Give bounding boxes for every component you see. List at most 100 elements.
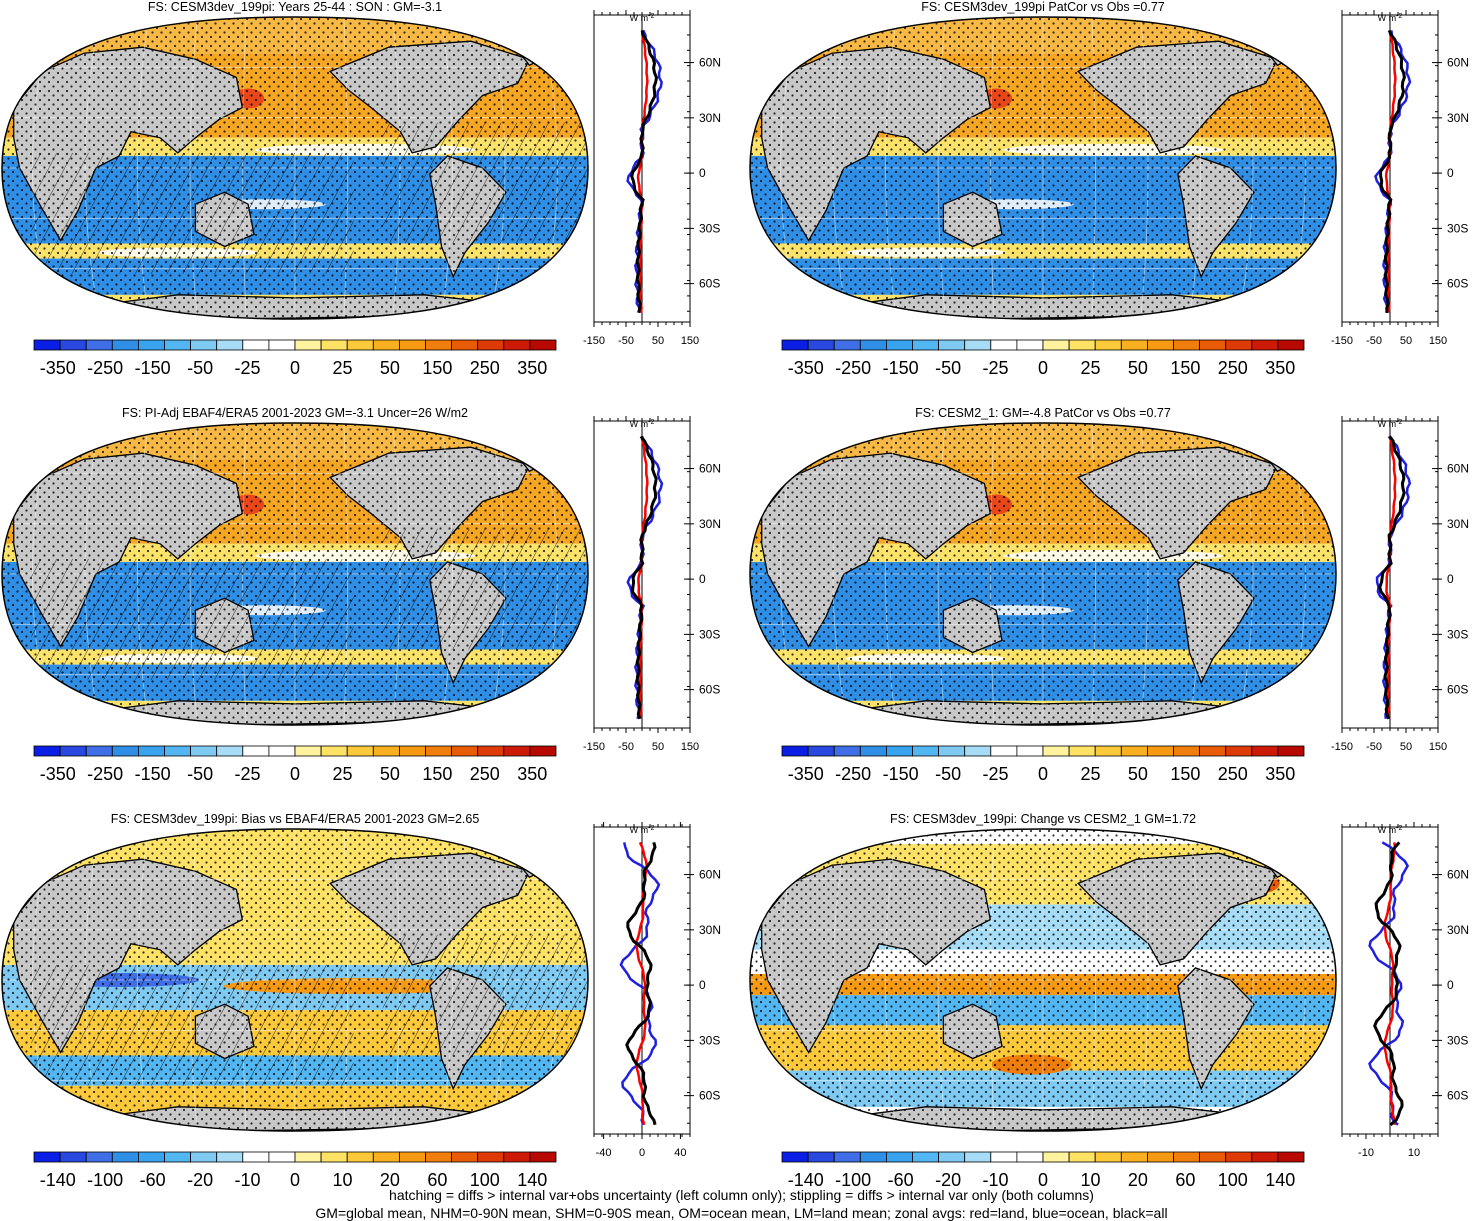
zonal-lat-label: 60S [699, 1089, 720, 1103]
colorbar-swatch [85, 339, 113, 351]
colorbar-swatch [1251, 339, 1279, 351]
colorbar-label: 50 [380, 358, 400, 378]
colorbar-swatch [1042, 339, 1070, 351]
zonal-x-tick-label: 10 [1408, 1147, 1420, 1159]
colorbar-swatch [372, 745, 400, 757]
panel-title: FS: CESM2_1: GM=-4.8 PatCor vs Obs =0.77 [915, 406, 1171, 420]
colorbar-label: -250 [87, 764, 123, 784]
colorbar: -350 -250 -150 -50 -25 0 25 50 150 250 350 [33, 339, 557, 378]
panel-title: FS: PI-Adj EBAF4/ERA5 2001-2023 GM=-3.1 … [122, 406, 468, 420]
zonal-lat-label: 30N [1447, 923, 1469, 937]
colorbar-label: -25 [983, 358, 1009, 378]
colorbar-label: 100 [470, 1170, 500, 1190]
colorbar-swatch [807, 339, 835, 351]
colorbar-label: 140 [1265, 1170, 1295, 1190]
colorbar-swatch [912, 339, 940, 351]
colorbar-swatch [938, 1151, 966, 1163]
colorbar-label: -50 [935, 358, 961, 378]
zonal-x-tick-label: 50 [652, 335, 664, 347]
colorbar-swatch [138, 745, 165, 757]
zonal-lat-label: 30S [1447, 627, 1468, 641]
colorbar-swatch [1251, 745, 1279, 757]
colorbar-label: 100 [1218, 1170, 1248, 1190]
colorbar-swatch [1094, 1151, 1122, 1163]
zonal-lat-label: 60S [1447, 1089, 1468, 1103]
zonal-series-ocean [1368, 841, 1410, 1126]
colorbar-swatch [59, 339, 87, 351]
colorbar-swatch [425, 1151, 453, 1163]
colorbar-swatch [886, 1151, 913, 1163]
colorbar-label: 250 [1218, 764, 1248, 784]
colorbar-label: -100 [835, 1170, 871, 1190]
colorbar-swatch [833, 1151, 861, 1163]
colorbar-swatch [1146, 1151, 1174, 1163]
colorbar-swatch [477, 1151, 505, 1163]
colorbar-label: 150 [1170, 358, 1200, 378]
colorbar-swatch [1277, 339, 1305, 351]
panel-title: FS: CESM3dev_199pi PatCor vs Obs =0.77 [921, 0, 1165, 14]
colorbar-label: -250 [835, 764, 871, 784]
colorbar-swatch [938, 339, 966, 351]
zonal-mean-plot: W m-2 -150 -50 50 150 60N 30N 0 30S 60S [1331, 416, 1469, 753]
colorbar-swatch [111, 1151, 139, 1163]
zonal-series-all [625, 842, 657, 1126]
colorbar-swatch [1173, 339, 1201, 351]
colorbar: -140 -100 -60 -20 -10 0 10 20 60 100 140 [781, 1151, 1305, 1190]
world-map [1, 422, 589, 726]
colorbar-swatch [190, 745, 218, 757]
colorbar-swatch [111, 745, 139, 757]
colorbar-swatch [1120, 1151, 1148, 1163]
colorbar-swatch [372, 1151, 400, 1163]
colorbar-label: -50 [187, 358, 213, 378]
zonal-lat-label: 60N [699, 462, 721, 476]
colorbar-label: 350 [1265, 764, 1295, 784]
colorbar-label: -50 [935, 764, 961, 784]
colorbar-swatch [294, 339, 322, 351]
zonal-lat-label: 0 [699, 166, 706, 180]
colorbar-swatch [372, 339, 400, 351]
colorbar-swatch [33, 745, 61, 757]
panel-top-left: FS: CESM3dev_199pi: Years 25-44 : SON : … [0, 0, 735, 392]
zonal-x-tick-label: 40 [674, 1147, 686, 1159]
colorbar-swatch [346, 745, 374, 757]
zonal-lat-label: 60S [1447, 277, 1468, 291]
colorbar-label: -20 [935, 1170, 961, 1190]
zonal-lat-label: 30N [699, 923, 721, 937]
colorbar-label: 140 [517, 1170, 547, 1190]
colorbar-label: 350 [1265, 358, 1295, 378]
colorbar-swatch [242, 339, 270, 351]
colorbar-swatch [477, 339, 505, 351]
colorbar-label: -150 [135, 358, 171, 378]
zonal-series-ocean [619, 842, 661, 1126]
colorbar-swatch [1199, 1151, 1227, 1163]
colorbar-swatch [1016, 745, 1044, 757]
zonal-lat-label: 0 [1447, 166, 1454, 180]
world-map [749, 828, 1337, 1132]
zonal-lat-label: 60N [699, 868, 721, 882]
colorbar-swatch [346, 1151, 374, 1163]
panel-middle-right: FS: CESM2_1: GM=-4.8 PatCor vs Obs =0.77… [748, 406, 1483, 798]
colorbar: -140 -100 -60 -20 -10 0 10 20 60 100 140 [33, 1151, 557, 1190]
zonal-x-tick-label: 50 [1400, 335, 1412, 347]
colorbar-swatch [190, 1151, 218, 1163]
zonal-series-all [630, 30, 659, 314]
colorbar-label: -140 [40, 1170, 76, 1190]
zonal-lat-label: 0 [1447, 572, 1454, 586]
colorbar-label: 25 [1080, 764, 1100, 784]
colorbar-swatch [268, 339, 296, 351]
zonal-lat-label: 60N [699, 56, 721, 70]
zonal-x-tick-label: -150 [1331, 335, 1353, 347]
colorbar-swatch [1225, 745, 1253, 757]
panel-bottom-right: FS: CESM3dev_199pi: Change vs CESM2_1 GM… [748, 812, 1483, 1204]
colorbar-swatch [164, 1151, 192, 1163]
zonal-lat-label: 60N [1447, 868, 1469, 882]
colorbar-label: 0 [290, 764, 300, 784]
colorbar-swatch [859, 745, 887, 757]
colorbar-swatch [529, 1151, 557, 1163]
colorbar-label: -25 [983, 764, 1009, 784]
colorbar-swatch [859, 1151, 887, 1163]
colorbar-swatch [990, 339, 1018, 351]
colorbar-swatch [1016, 339, 1044, 351]
zonal-mean-plot: W m-2 -150 -50 50 150 60N 30N 0 30S 60S [583, 10, 721, 347]
colorbar-swatch [216, 745, 244, 757]
